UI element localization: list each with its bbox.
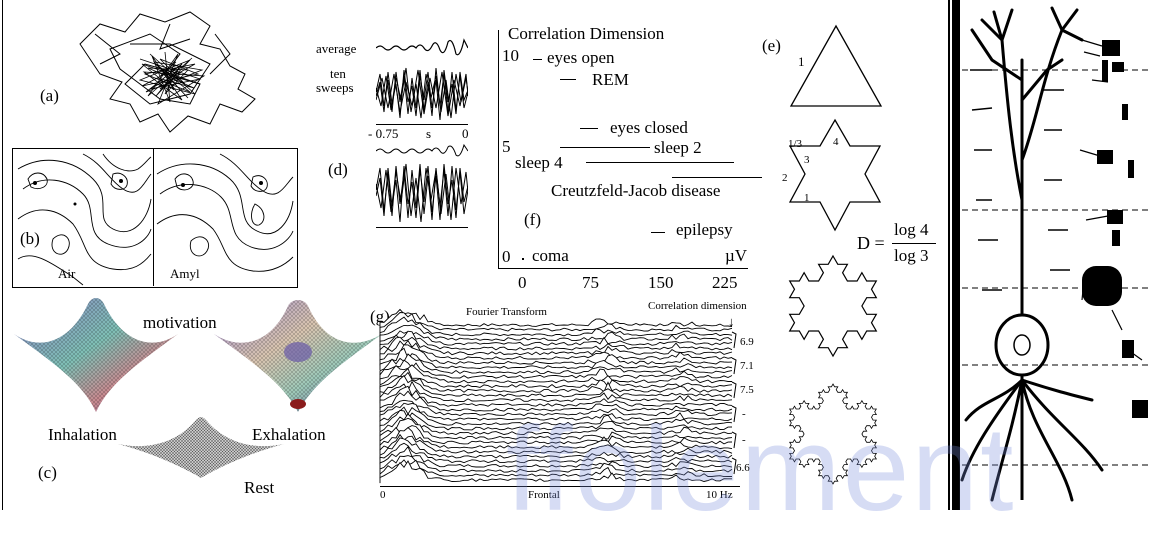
right-divider [948, 0, 950, 510]
contour-panel [12, 148, 298, 288]
x-tick-150: 150 [648, 273, 674, 292]
y-tick-0: 0 [502, 247, 511, 266]
neuron-drawing [952, 0, 1152, 510]
label-cjd: Creutzfeld-Jacob disease [551, 181, 721, 200]
x-tick-225: 225 [712, 273, 738, 292]
d-axis-line [376, 124, 468, 125]
eeg-trace-average [376, 38, 468, 56]
x-tick-75: 75 [582, 273, 599, 292]
koch-star [788, 118, 882, 232]
contour-map-air [17, 153, 152, 286]
koch-n2: 2 [782, 172, 788, 184]
panel-e-label: (e) [762, 36, 781, 55]
surface-rest [118, 417, 284, 478]
g-axis-end: 10 Hz [706, 489, 733, 501]
air-label: Air [58, 266, 76, 281]
d-axis-start: - 0.75 [368, 126, 399, 141]
dot-coma [522, 258, 524, 260]
x-tick-0: 0 [518, 273, 527, 292]
g-value-2: 7.1 [740, 360, 754, 372]
d-axis-end: 0 [462, 126, 469, 141]
formula-fraction-bar [892, 243, 936, 244]
amyl-label: Amyl [170, 266, 200, 281]
panel-b-label: (b) [20, 229, 40, 248]
g-value-3: 7.5 [740, 384, 754, 396]
corr-label: Correlation dimension [648, 300, 747, 312]
bar-cjd [672, 177, 762, 178]
g-axis-start: 0 [380, 489, 386, 501]
formula-numerator: log 4 [894, 220, 929, 239]
koch-triangle [789, 24, 883, 107]
g-value-6: 6.6 [736, 462, 750, 474]
fourier-label: Fourier Transform [466, 306, 547, 318]
sweeps-label: sweeps [316, 80, 354, 95]
bar-eyes-closed [580, 128, 598, 129]
spectrum-line [379, 460, 732, 484]
label-epilepsy: epilepsy [676, 220, 733, 239]
motivation-label: motivation [143, 313, 217, 332]
bar-epilepsy [651, 232, 665, 233]
chart-title: Correlation Dimension [508, 24, 665, 43]
panel-d-label: (d) [328, 160, 348, 179]
label-sleep-2: sleep 2 [654, 138, 702, 157]
f-x-axis [498, 268, 748, 269]
random-walk-figure [79, 11, 256, 133]
g-axis-mid: Frontal [528, 489, 560, 501]
panel-c-label: (c) [38, 463, 57, 482]
koch-snowflake-3 [789, 383, 877, 485]
koch-curve [789, 383, 877, 485]
panel-f-label: (f) [524, 210, 541, 229]
label-eyes-open: eyes open [547, 48, 615, 67]
koch-n1b: 1 [804, 192, 810, 204]
koch-n1: 1 [798, 54, 805, 69]
left-border [2, 0, 3, 510]
eeg-trace-average-2 [376, 143, 468, 157]
g-value-5: - [742, 434, 746, 446]
eeg-traces-ten-2 [376, 163, 468, 223]
bar-sleep-4 [560, 147, 650, 148]
d-axis-line-2 [376, 227, 468, 228]
rest-label: Rest [244, 478, 275, 497]
corr-arrow: ↓ [728, 314, 735, 329]
d-axis-unit: s [426, 126, 432, 141]
bar-eyes-open [533, 59, 542, 60]
exhalation-label: Exhalation [252, 425, 326, 444]
spectrum-line [379, 308, 733, 328]
g-x-axis [380, 486, 740, 487]
eeg-traces-ten [376, 67, 468, 121]
y-tick-5: 5 [502, 137, 511, 156]
ten-label: ten [330, 66, 346, 81]
waterfall-spectra [379, 308, 733, 484]
formula-denominator: log 3 [894, 246, 929, 265]
contour-divider [153, 148, 154, 286]
g-value-1: 6.9 [740, 336, 754, 348]
koch-n3: 3 [804, 154, 810, 166]
inhalation-label: Inhalation [48, 425, 117, 444]
g-brackets [731, 331, 737, 475]
f-y-axis [498, 30, 499, 268]
label-eyes-closed: eyes closed [610, 118, 688, 137]
formula-lhs: D = [857, 233, 885, 253]
label-sleep-4: sleep 4 [515, 153, 563, 172]
bar-sleep-2 [586, 162, 734, 163]
x-unit: µV [725, 246, 748, 265]
bar-rem [560, 79, 576, 80]
panel-a-label: (a) [40, 86, 59, 105]
koch-snowflake-2 [788, 254, 878, 358]
label-coma: coma [532, 246, 569, 265]
g-value-4: - [742, 408, 746, 420]
koch-n4: 4 [833, 136, 839, 148]
koch-curve [788, 254, 878, 358]
surface-exhalation [214, 300, 382, 412]
contour-map-amyl [156, 153, 294, 272]
koch-third: 1/3 [788, 138, 803, 150]
label-rem: REM [592, 70, 629, 89]
y-tick-10: 10 [502, 46, 519, 65]
surface-inhalation [14, 298, 178, 412]
average-label: average [316, 41, 357, 56]
